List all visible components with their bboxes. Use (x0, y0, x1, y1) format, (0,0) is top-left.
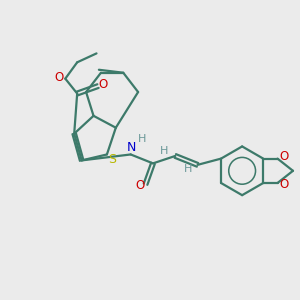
Text: O: O (55, 71, 64, 84)
Text: H: H (160, 146, 168, 156)
Text: O: O (279, 178, 289, 191)
Text: H: H (184, 164, 192, 174)
Text: S: S (108, 153, 116, 166)
Text: N: N (127, 140, 136, 154)
Text: O: O (279, 150, 289, 163)
Text: O: O (135, 179, 144, 192)
Text: H: H (138, 134, 146, 144)
Text: O: O (99, 78, 108, 91)
